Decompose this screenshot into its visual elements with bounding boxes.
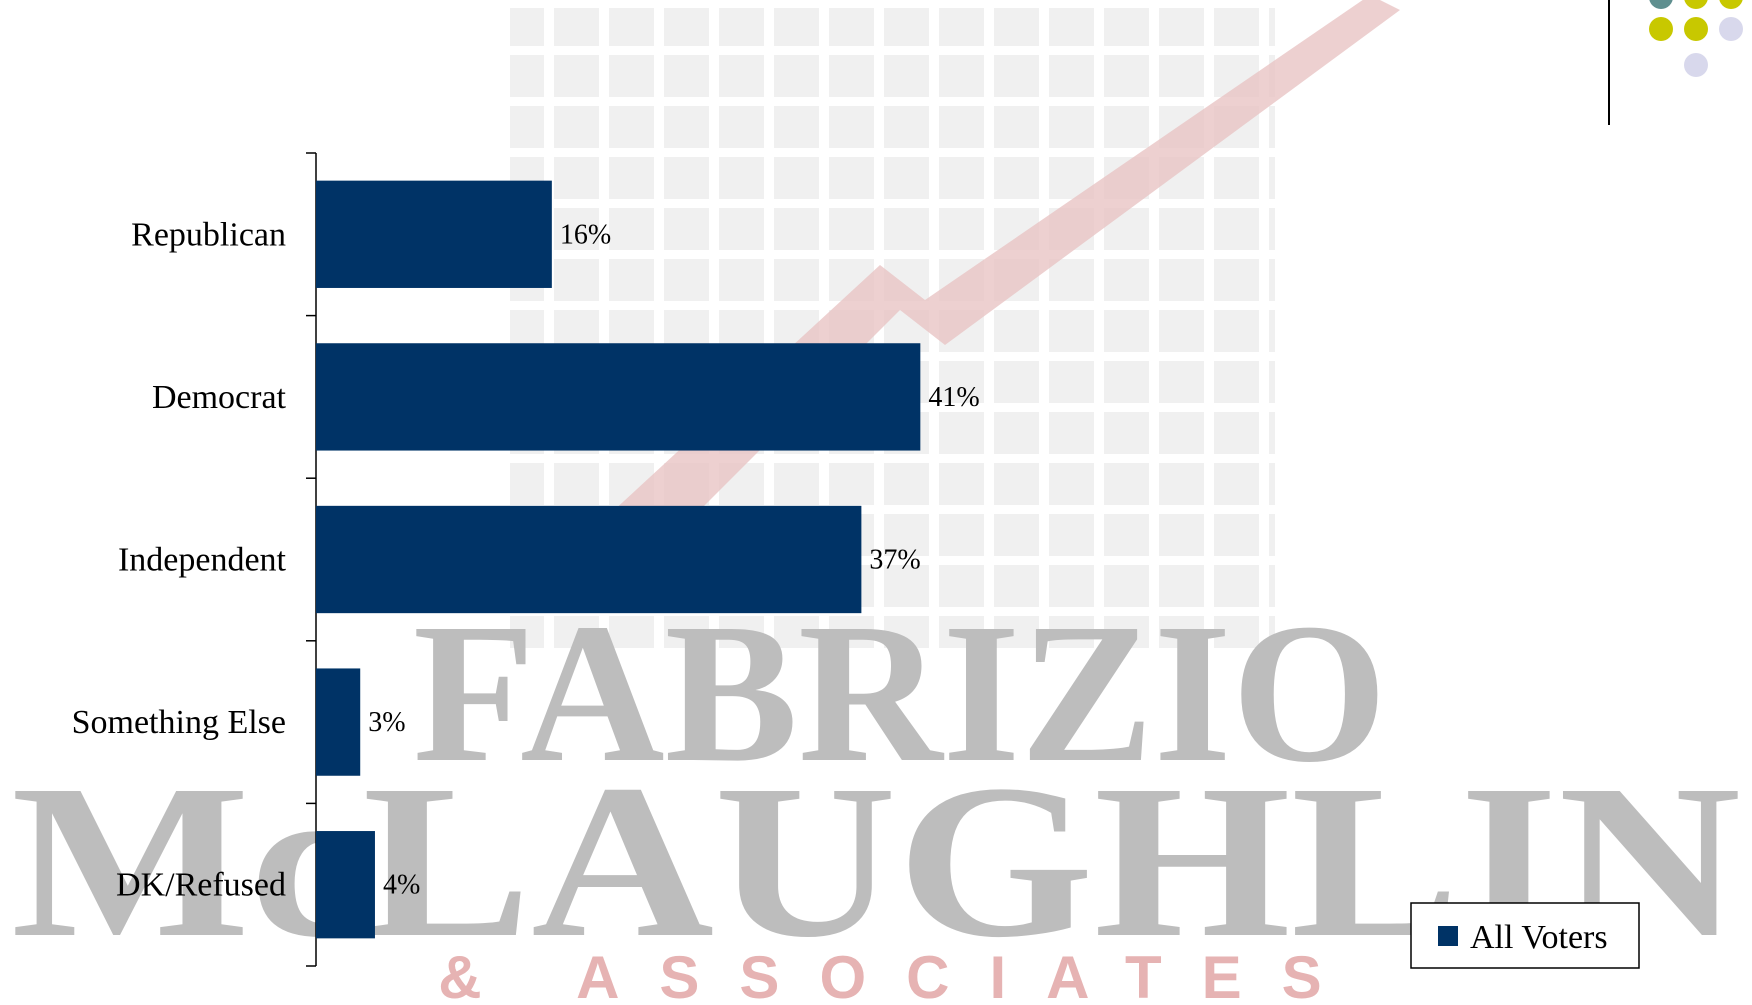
decor-dot xyxy=(1684,53,1708,77)
decor-dot xyxy=(1719,17,1743,41)
background-arrow xyxy=(560,0,1400,600)
value-label: 41% xyxy=(928,382,979,413)
category-label: Something Else xyxy=(72,704,286,741)
decor-dot xyxy=(1684,0,1708,9)
bar xyxy=(316,668,361,776)
category-label: Democrat xyxy=(152,379,287,416)
decor-dot xyxy=(1719,0,1743,9)
legend-swatch xyxy=(1438,926,1458,946)
value-label: 37% xyxy=(869,545,920,576)
category-label: DK/Refused xyxy=(116,867,286,904)
decor-dot xyxy=(1649,0,1673,9)
decor-dot xyxy=(1649,17,1673,41)
watermark: & ASSOCIATES xyxy=(438,944,1361,1005)
category-label: Republican xyxy=(131,216,286,253)
bar xyxy=(316,180,552,288)
legend-label: All Voters xyxy=(1470,919,1608,956)
value-label: 3% xyxy=(368,707,405,738)
bar xyxy=(316,505,862,614)
value-label: 4% xyxy=(383,870,420,901)
bar xyxy=(316,343,921,451)
watermark: FABRIZIO xyxy=(413,583,1387,804)
value-label: 16% xyxy=(560,219,611,250)
decor-dot xyxy=(1684,17,1708,41)
category-label: Independent xyxy=(118,542,287,579)
bar xyxy=(316,831,375,939)
legend: All Voters xyxy=(1410,902,1640,969)
